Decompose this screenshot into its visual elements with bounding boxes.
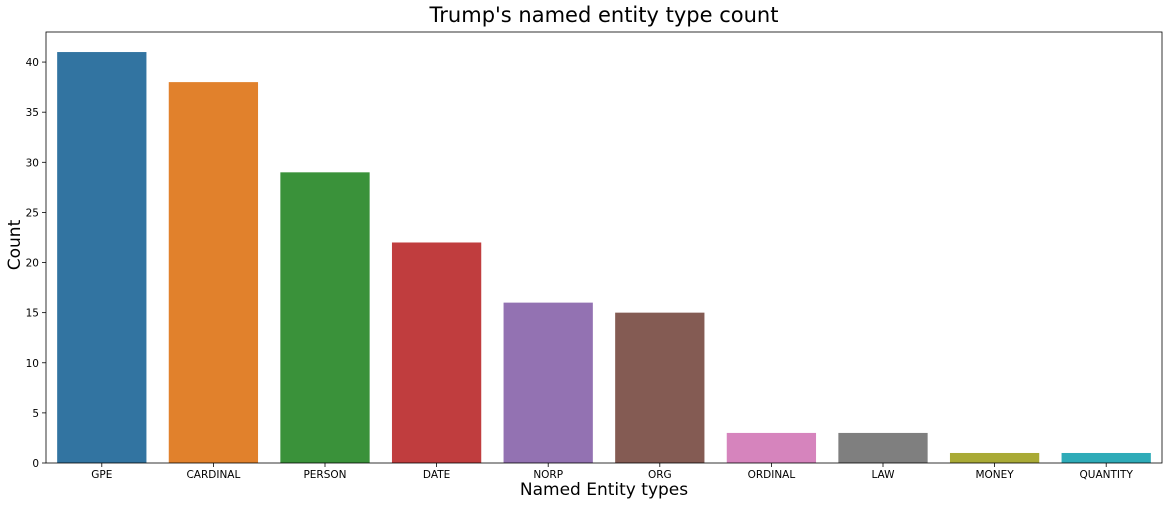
x-tick-label-org: ORG (648, 469, 672, 481)
bar-ordinal (726, 432, 817, 463)
axes-layer: 0 5 10 15 20 25 30 35 40 GPE CARDINAL PERSON DATE NOR… (26, 31, 1163, 481)
y-tick-label: 10 (26, 358, 39, 370)
bar-org (615, 312, 705, 463)
x-tick-label-gpe: GPE (91, 469, 112, 481)
bars-layer (57, 52, 1151, 464)
x-tick-label-law: LAW (871, 469, 895, 481)
bar-quantity (1061, 452, 1151, 463)
y-tick-label: 25 (26, 207, 39, 219)
bar-norp (503, 302, 593, 463)
y-tick-label: 30 (26, 157, 39, 169)
plot-frame (45, 31, 1163, 464)
y-tick-label: 0 (32, 458, 39, 470)
bar-person (280, 172, 370, 464)
bar-gpe (57, 52, 147, 464)
y-tick-label: 40 (26, 57, 39, 69)
bar-money (949, 452, 1040, 463)
x-axis-label: Named Entity types (519, 480, 689, 500)
bar-law (838, 432, 928, 463)
chart-title: Trump's named entity type count (429, 3, 779, 27)
y-tick-label: 35 (26, 107, 39, 119)
x-tick-label-money: MONEY (975, 469, 1014, 481)
x-tick-label-ordinal: ORDINAL (748, 469, 796, 481)
bar-date (391, 242, 482, 463)
y-tick-label: 15 (26, 308, 39, 320)
x-tick-label-quantity: QUANTITY (1080, 469, 1134, 481)
y-tick-label: 20 (26, 258, 39, 270)
x-tick-label-cardinal: CARDINAL (186, 469, 240, 481)
bar-cardinal (168, 82, 259, 464)
x-tick-label-date: DATE (423, 469, 450, 481)
x-tick-label-norp: NORP (533, 469, 563, 481)
x-tick-label-person: PERSON (303, 469, 346, 481)
y-tick-label: 5 (32, 408, 39, 420)
